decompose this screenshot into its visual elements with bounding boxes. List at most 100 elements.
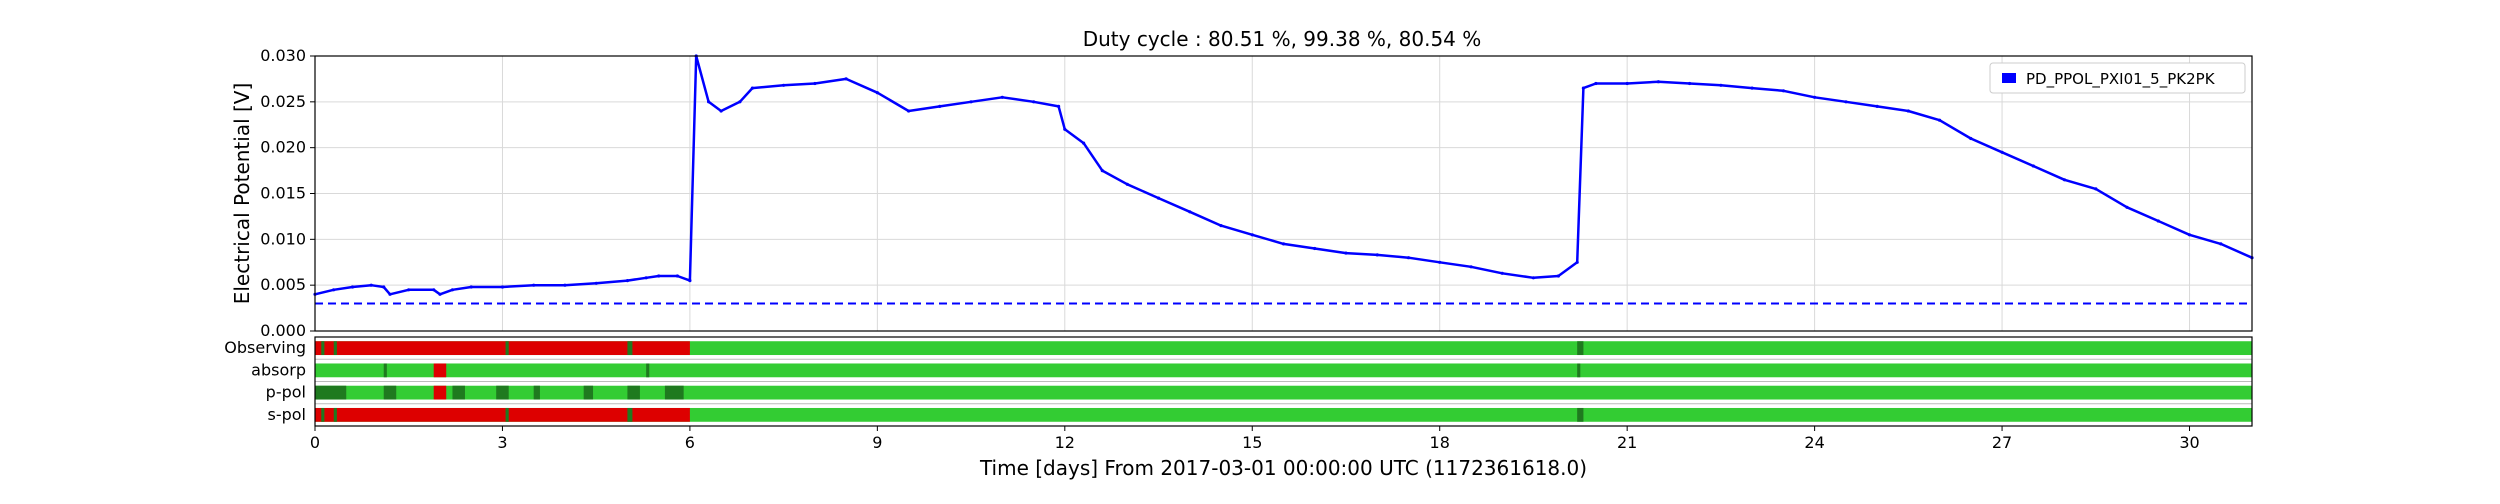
data-point — [450, 288, 455, 292]
state-bar-base — [315, 341, 2252, 356]
data-point — [644, 276, 648, 280]
state-segment — [1577, 407, 1584, 422]
state-row-label: p-pol — [266, 383, 306, 402]
state-segment — [627, 341, 633, 356]
x-tick-label: 27 — [1992, 433, 2012, 452]
data-point — [719, 109, 723, 113]
state-row: absorp — [251, 358, 2252, 379]
state-segment — [315, 385, 347, 400]
data-point — [1000, 95, 1004, 99]
data-point — [1625, 81, 1629, 86]
data-point — [844, 77, 848, 81]
y-tick-label: 0.025 — [260, 92, 306, 111]
state-segment — [321, 341, 325, 356]
state-segment — [315, 407, 690, 422]
series-layer — [313, 54, 2254, 296]
data-point — [1844, 100, 1848, 104]
data-point — [2031, 164, 2035, 168]
x-tick-label: 15 — [1242, 433, 1262, 452]
state-segment — [315, 341, 690, 356]
data-point — [625, 279, 630, 283]
data-point — [1969, 136, 1973, 141]
x-axis-label: Time [days] From 2017-03-01 00:00:00 UTC… — [979, 456, 1587, 480]
data-point — [350, 285, 355, 289]
state-segment — [664, 385, 684, 400]
data-point — [332, 288, 336, 292]
x-tick-label: 30 — [2179, 433, 2199, 452]
chart-title: Duty cycle : 80.51 %, 99.38 %, 80.54 % — [1083, 27, 1482, 51]
state-row: Observing — [224, 338, 2252, 357]
data-point — [1313, 246, 1317, 251]
data-point — [1906, 109, 1910, 113]
y-axis-label: Electrical Potential [V] — [230, 83, 254, 305]
data-point — [407, 288, 411, 292]
data-point — [438, 292, 442, 296]
x-axis-ticks: 0 3 6 9 12 15 18 21 24 27 30 — [310, 426, 2200, 452]
state-row: p-pol — [266, 381, 2252, 402]
data-point — [707, 100, 711, 104]
state-segments: Observing absorp p-pol s-pol — [224, 336, 2253, 427]
data-point — [1032, 100, 1036, 104]
state-frame — [314, 336, 2253, 427]
x-tick-label: 18 — [1430, 433, 1450, 452]
data-point — [675, 274, 680, 278]
y-tick-label: 0.000 — [260, 321, 306, 340]
data-point — [1575, 260, 1579, 264]
data-point — [1063, 127, 1067, 131]
state-row-label: s-pol — [268, 405, 307, 424]
state-segment — [433, 385, 447, 400]
data-point — [1688, 81, 1692, 86]
data-point — [1875, 104, 1879, 108]
state-segment — [333, 407, 337, 422]
data-point — [388, 292, 392, 296]
data-point — [907, 109, 911, 113]
data-point — [1531, 276, 1535, 280]
state-row: s-pol — [268, 403, 2252, 424]
state-segment — [505, 341, 509, 356]
data-point — [1125, 182, 1129, 186]
x-tick-label: 3 — [497, 433, 507, 452]
x-tick-label: 12 — [1055, 433, 1075, 452]
state-segment — [533, 385, 540, 400]
data-point — [1719, 83, 1723, 87]
data-point — [1057, 104, 1061, 108]
data-point — [1500, 271, 1504, 275]
data-point — [1781, 89, 1785, 93]
state-segment — [583, 385, 594, 400]
data-point — [1375, 253, 1379, 257]
y-tick-label: 0.010 — [260, 229, 306, 248]
state-segment — [321, 407, 325, 422]
state-segment — [452, 385, 465, 400]
data-point — [432, 288, 436, 292]
state-bar-base — [315, 407, 2252, 422]
legend-label: PD_PPOL_PXI01_5_PK2PK — [2026, 70, 2216, 89]
data-point — [1344, 251, 1348, 255]
data-point — [1581, 86, 1585, 90]
data-point — [2125, 205, 2129, 209]
data-point — [369, 283, 373, 287]
x-tick-label: 24 — [1804, 433, 1824, 452]
legend-box — [1989, 62, 2246, 94]
data-point — [382, 285, 386, 289]
series-line — [314, 54, 2253, 296]
data-point — [2094, 187, 2098, 191]
y-tick-label: 0.020 — [260, 138, 306, 157]
data-point — [688, 279, 692, 283]
y-tick-label: 0.015 — [260, 184, 306, 203]
data-point — [782, 83, 786, 87]
data-point — [1219, 224, 1223, 228]
legend-swatch — [2002, 73, 2016, 83]
state-segment — [505, 407, 509, 422]
y-tick-label: 0.005 — [260, 275, 306, 294]
state-segment — [1577, 341, 1584, 356]
data-point — [2156, 219, 2160, 223]
data-point — [813, 81, 817, 86]
data-point — [1469, 265, 1473, 269]
legend: PD_PPOL_PXI01_5_PK2PK — [1989, 62, 2246, 94]
data-point — [969, 100, 973, 104]
state-segment — [433, 363, 447, 378]
data-point — [1406, 256, 1411, 260]
data-point — [875, 91, 880, 95]
